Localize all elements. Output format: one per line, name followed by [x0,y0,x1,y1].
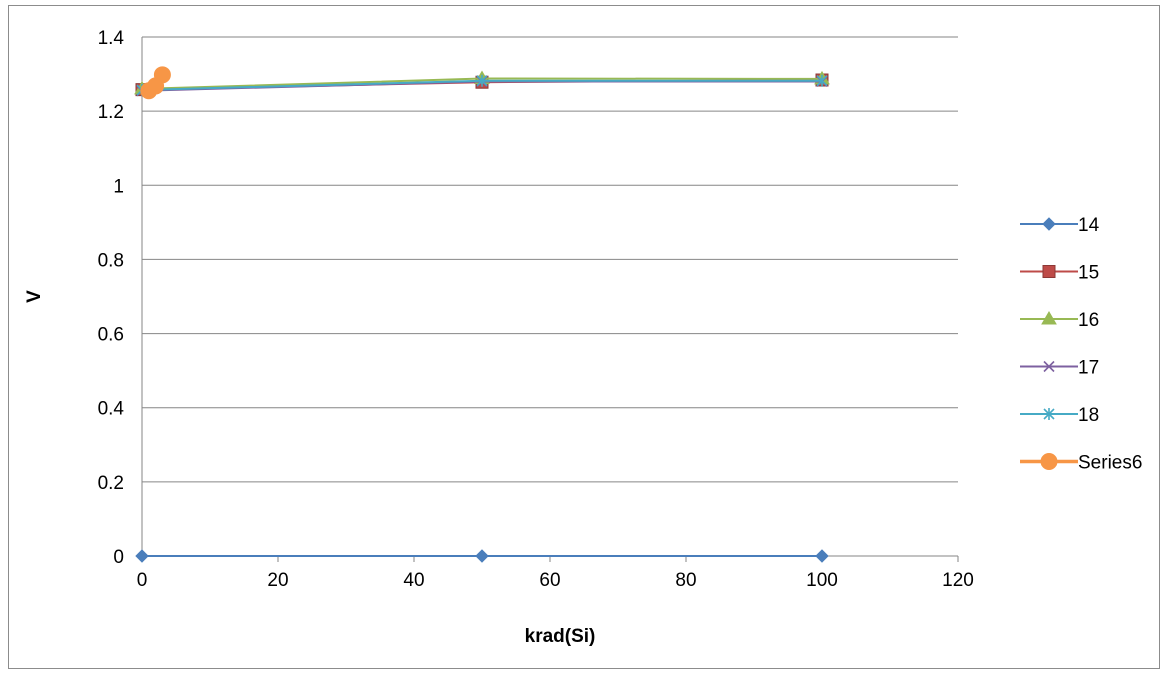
data-point [816,74,828,87]
x-tick-label: 120 [942,570,974,591]
series-layer [134,66,830,563]
y-tick-label: 0.8 [98,250,124,271]
y-tick-label: 0.4 [98,399,125,420]
data-point [476,74,488,87]
x-tick-label: 80 [675,570,696,591]
series-Series6 [140,66,171,100]
legend-marker [1040,453,1058,470]
legend-marker [1043,408,1055,420]
y-axis-title: V [24,290,45,303]
x-tick-label: 60 [539,570,560,591]
grid [142,36,958,483]
chart-frame [8,5,1160,669]
legend: 14 15 16 17 18 Series6 [1020,215,1142,474]
x-tick-label: 0 [137,570,148,591]
y-tick-label: 1.4 [98,28,125,49]
x-axis-title: krad(Si) [525,626,596,647]
legend-item: 17 [1020,358,1099,379]
y-tick-label: 0.6 [98,325,124,346]
data-point [475,549,489,563]
legend-item: 16 [1020,310,1099,331]
y-tick-label: 0 [113,547,124,568]
legend-label: 16 [1078,310,1099,331]
data-point [135,549,149,563]
legend-item: 18 [1020,405,1099,426]
legend-label: Series6 [1078,453,1142,474]
axes: 0 0.2 0.4 0.6 0.8 1 1.2 1.4 0 20 40 60 80 100 120 [98,28,974,591]
legend-item: 15 [1020,263,1099,284]
series-14 [135,549,829,563]
data-point [153,66,171,84]
legend-item: Series6 [1020,453,1142,474]
legend-label: 17 [1078,358,1099,379]
y-tick-label: 0.2 [98,473,124,494]
legend-item: 14 [1020,215,1100,236]
y-tick-label: 1 [113,176,124,197]
legend-marker [1041,311,1057,325]
y-tick-label: 1.2 [98,102,124,123]
x-tick-label: 100 [806,570,838,591]
legend-label: 14 [1078,215,1100,236]
legend-marker [1042,265,1056,278]
legend-marker [1042,217,1056,231]
legend-label: 18 [1078,405,1099,426]
legend-marker [1043,360,1055,373]
data-point [815,549,829,563]
x-tick-label: 40 [403,570,424,591]
x-tick-label: 20 [267,570,288,591]
legend-label: 15 [1078,263,1099,284]
